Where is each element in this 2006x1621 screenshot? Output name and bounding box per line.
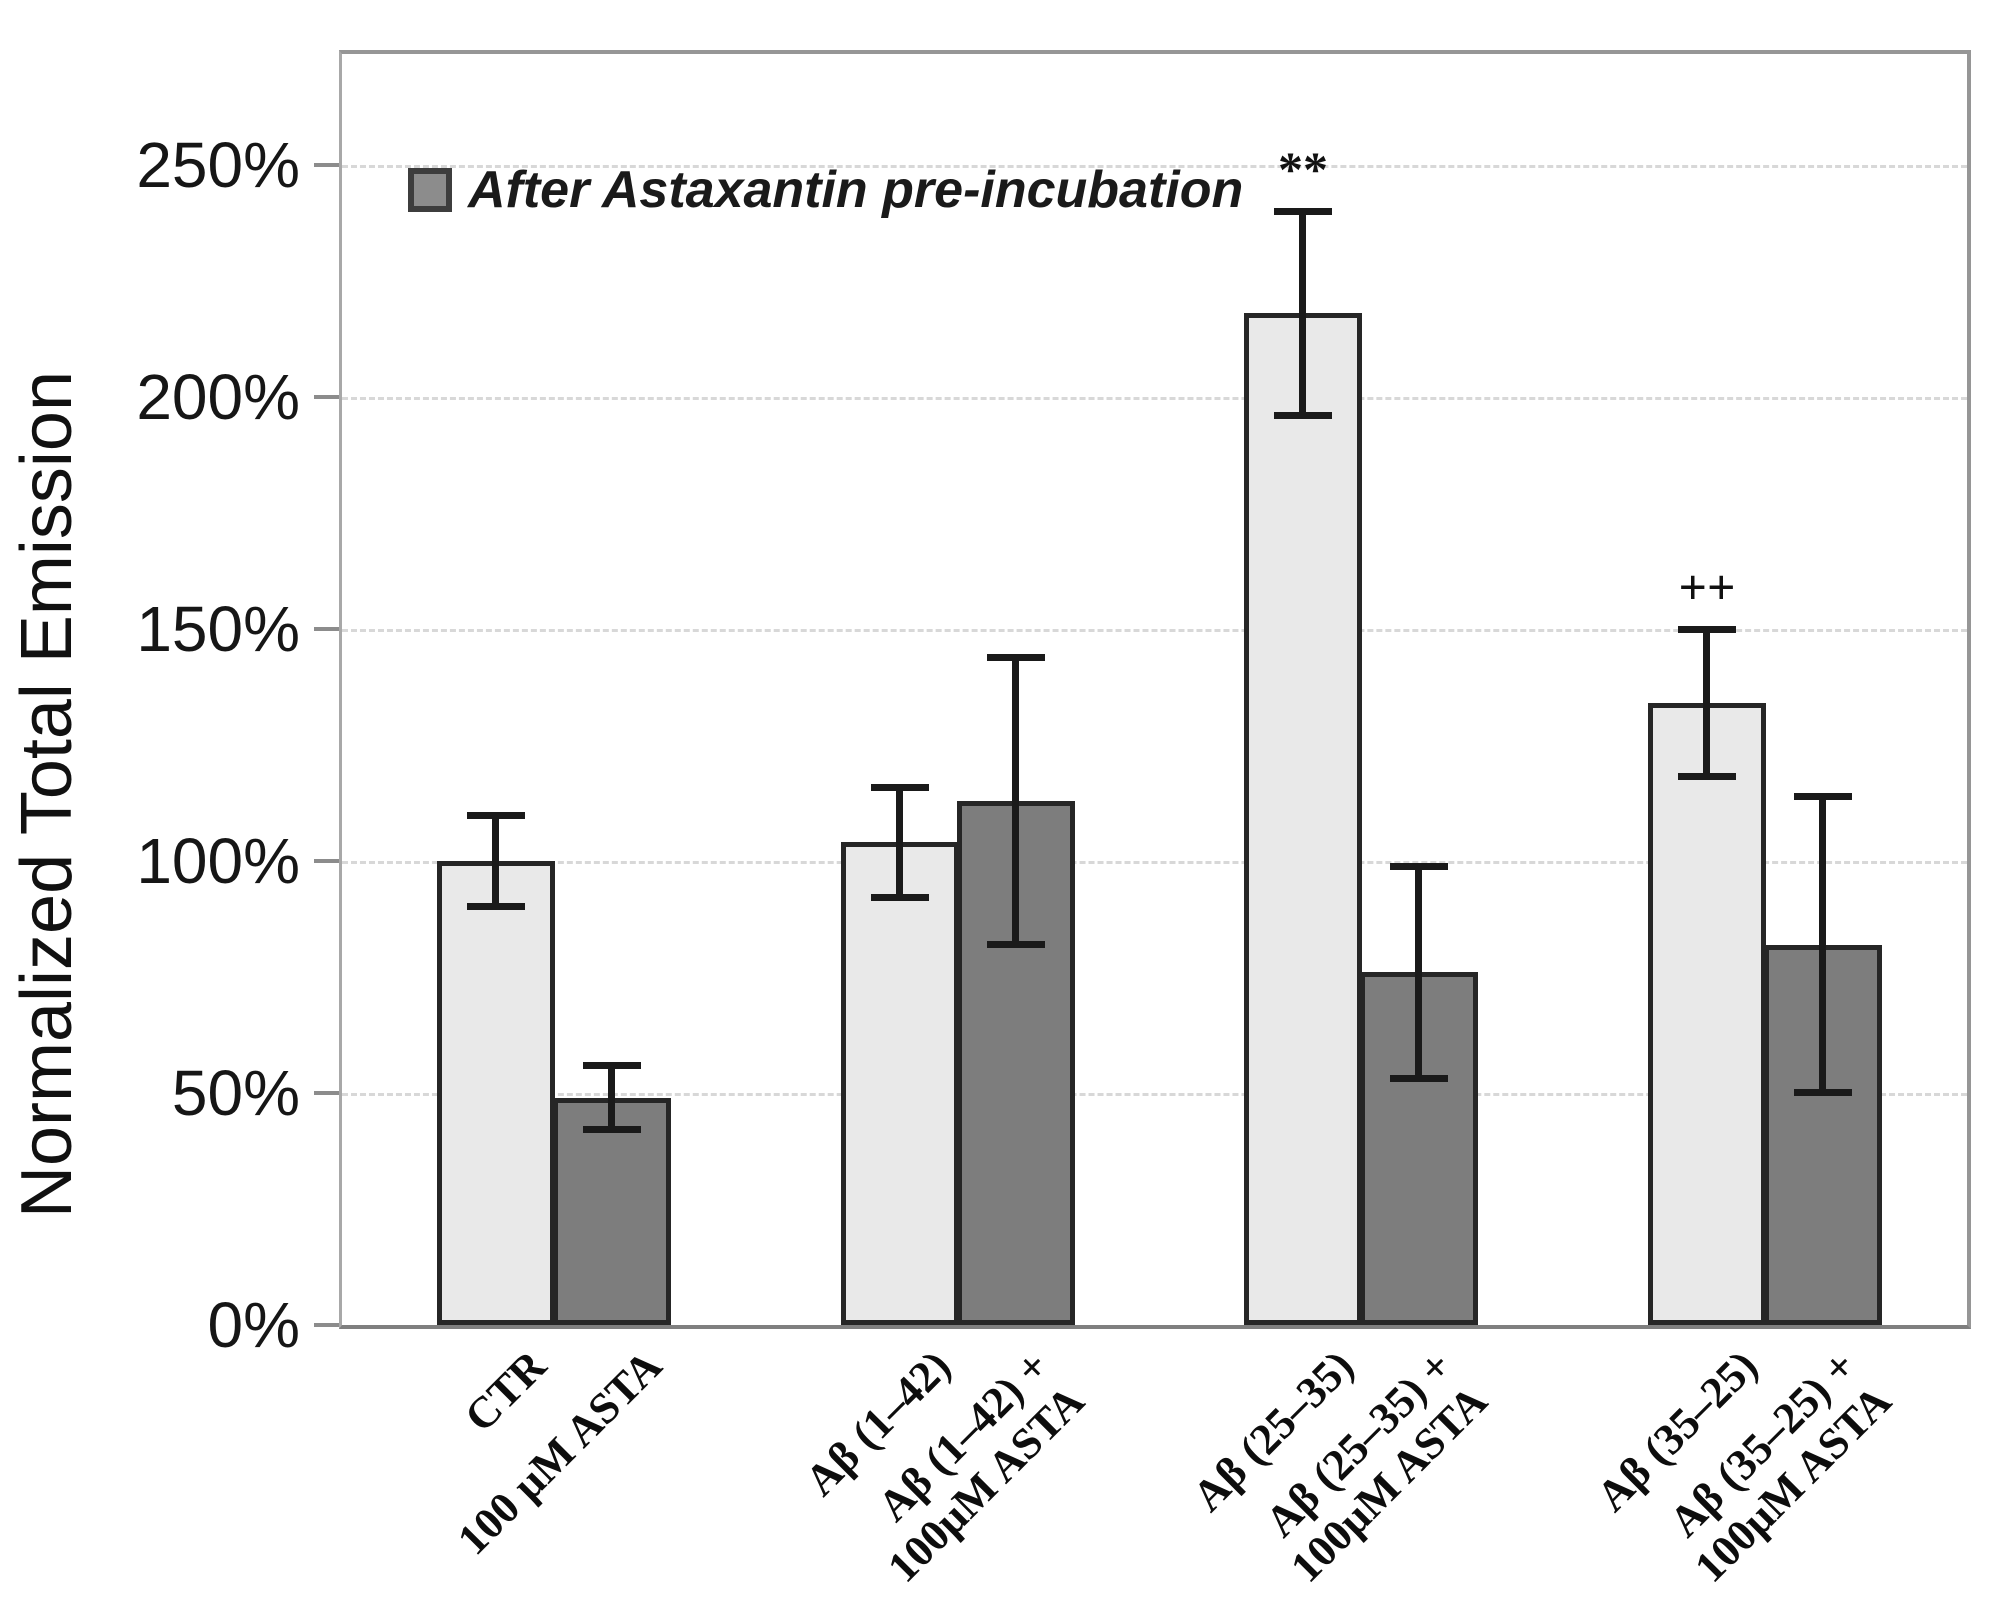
- y-tick-label: 250%: [136, 129, 300, 201]
- y-tick-mark: [314, 627, 339, 631]
- y-tick-label: 50%: [171, 1057, 300, 1129]
- error-bar-cap: [1678, 626, 1736, 633]
- gridline: [342, 165, 1967, 168]
- bar-3: [841, 842, 959, 1325]
- error-bar: [1415, 865, 1422, 1080]
- error-bar-cap: [1274, 208, 1332, 216]
- legend-swatch-icon: [408, 168, 452, 212]
- error-bar: [1703, 629, 1710, 778]
- error-bar: [1299, 211, 1306, 416]
- x-axis-label-text: Aβ (35–25) + 100µM ASTA: [1660, 1341, 1902, 1592]
- y-tick-label: 0%: [207, 1289, 301, 1361]
- error-bar-cap: [1274, 411, 1332, 419]
- error-bar-cap: [987, 940, 1045, 948]
- error-bar-cap: [1794, 793, 1852, 801]
- error-bar-cap: [1794, 1089, 1852, 1096]
- x-axis-label-text: Aβ (1–42) + 100µM ASTA: [868, 1341, 1095, 1592]
- error-bar-cap: [467, 903, 525, 911]
- plot-area: After Astaxantin pre-incubation CTR 100 µ…: [339, 50, 1971, 1592]
- y-tick-mark: [314, 1091, 339, 1095]
- significance-annotation: ++: [1678, 559, 1736, 615]
- error-bar-cap: [583, 1126, 641, 1134]
- y-tick-label: 150%: [136, 593, 300, 665]
- x-axis-label-text: 100 µM ASTA: [448, 1341, 672, 1565]
- y-tick-mark: [314, 859, 339, 863]
- error-bar-cap: [1390, 862, 1448, 870]
- legend-label: After Astaxantin pre-incubation: [468, 161, 1244, 219]
- error-bar: [608, 1065, 615, 1131]
- gridline: [342, 397, 1967, 400]
- bar-2: [553, 1098, 671, 1325]
- error-bar: [1819, 796, 1826, 1093]
- gridline: [342, 861, 1967, 864]
- gridline: [342, 629, 1967, 632]
- bar-8: [1764, 945, 1882, 1325]
- y-tick-mark: [314, 395, 339, 399]
- error-bar: [896, 786, 903, 899]
- y-tick-mark: [314, 1323, 339, 1327]
- error-bar-cap: [1678, 773, 1736, 781]
- gridline: [342, 1093, 1967, 1096]
- x-axis-label-text: Aβ (25–35) + 100µM ASTA: [1256, 1341, 1498, 1592]
- error-bar-cap: [467, 811, 525, 819]
- bar-5: [1244, 313, 1362, 1325]
- bar-7: [1648, 703, 1766, 1325]
- y-tick-label: 100%: [136, 825, 300, 897]
- significance-annotation: **: [1278, 141, 1328, 198]
- y-tick-label: 200%: [136, 361, 300, 433]
- error-bar: [1012, 656, 1019, 945]
- error-bar: [492, 814, 499, 908]
- error-bar-cap: [871, 894, 929, 902]
- bar-1: [437, 861, 555, 1325]
- error-bar-cap: [871, 783, 929, 791]
- error-bar-cap: [1390, 1075, 1448, 1083]
- bar-6: [1360, 972, 1478, 1325]
- error-bar-cap: [583, 1062, 641, 1070]
- y-tick-mark: [314, 163, 339, 167]
- legend: After Astaxantin pre-incubation: [408, 160, 1243, 220]
- error-bar-cap: [987, 653, 1045, 661]
- x-axis-label-text: CTR: [455, 1341, 556, 1442]
